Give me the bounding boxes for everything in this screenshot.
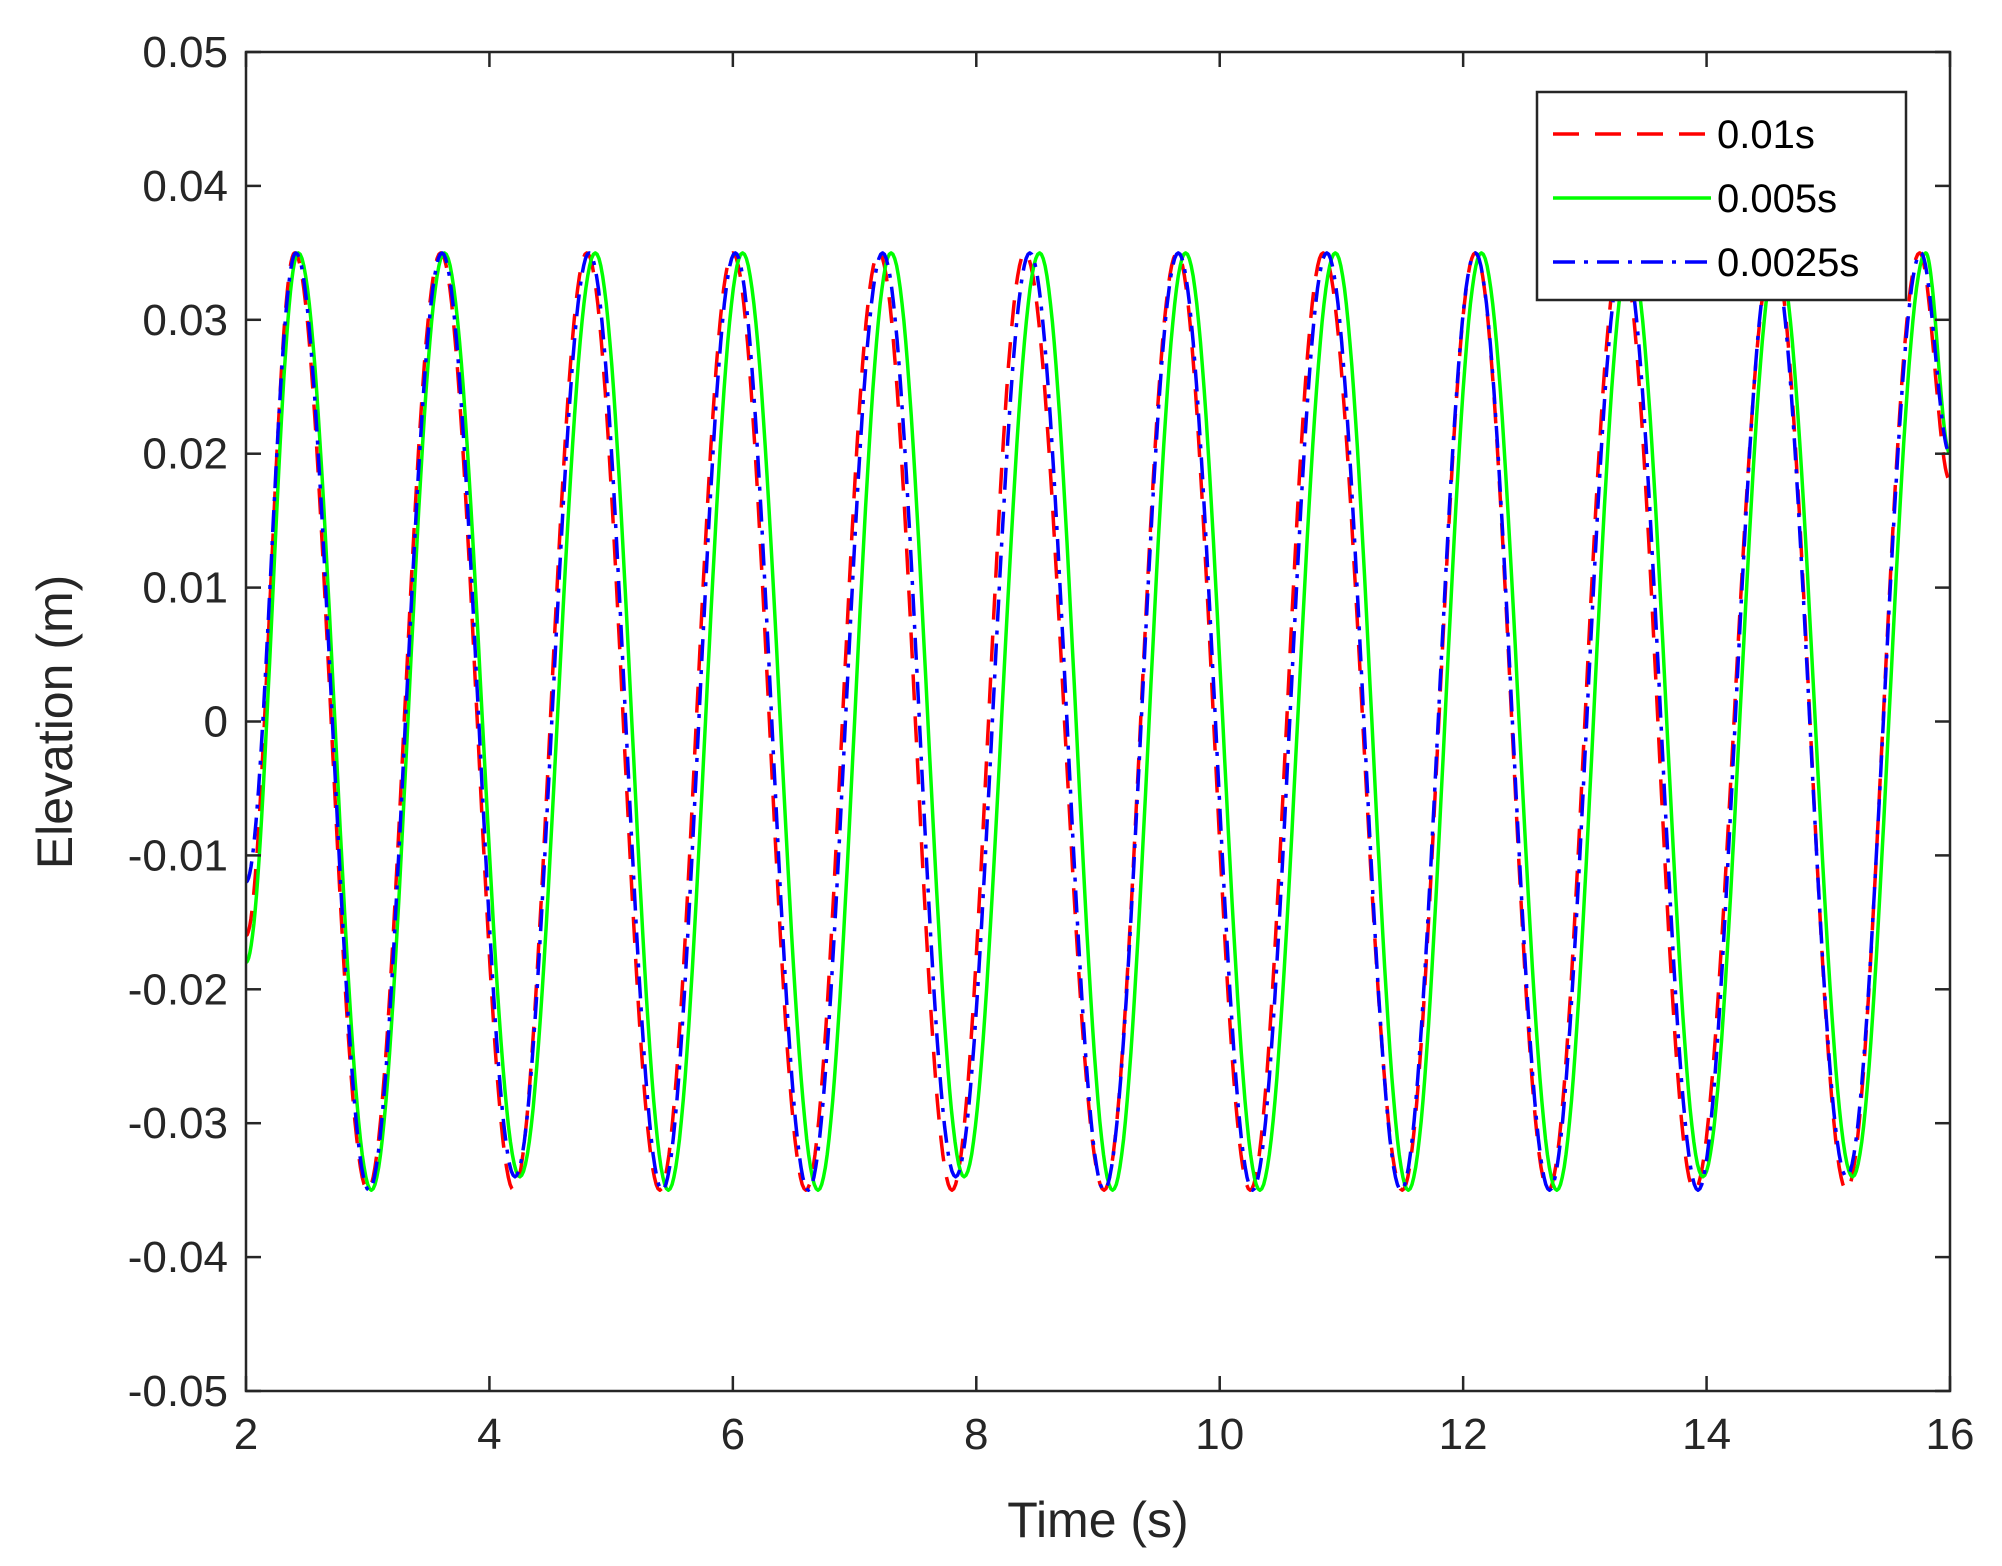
y-tick-label: -0.01 xyxy=(128,831,228,880)
x-tick-label: 4 xyxy=(477,1410,501,1459)
series-line-2 xyxy=(246,251,1950,1192)
x-tick-label: 6 xyxy=(721,1410,745,1459)
y-tick-label: -0.03 xyxy=(128,1099,228,1148)
y-tick-label: 0.02 xyxy=(142,430,228,479)
series-line-1 xyxy=(246,251,1950,1192)
x-tick-label: 10 xyxy=(1195,1410,1244,1459)
x-tick-label: 8 xyxy=(964,1410,988,1459)
y-tick-label: 0 xyxy=(204,698,228,747)
y-tick-label: -0.05 xyxy=(128,1367,228,1416)
y-tick-label: -0.02 xyxy=(128,965,228,1014)
y-tick-label: 0.03 xyxy=(142,296,228,345)
y-tick-label: -0.04 xyxy=(128,1233,228,1282)
legend-label-0: 0.01s xyxy=(1717,113,1815,157)
legend-label-2: 0.0025s xyxy=(1717,241,1859,285)
x-tick-label: 12 xyxy=(1439,1410,1488,1459)
legend: 0.01s 0.005s 0.0025s xyxy=(1535,90,1908,302)
y-axis-label: Elevation (m) xyxy=(27,575,83,870)
legend-label-1: 0.005s xyxy=(1717,177,1837,221)
axes-layer: 2 4 6 8 10 12 14 16 -0.05 -0.04 -0.03 -0.02 -0.01 0 0.… xyxy=(128,28,1975,1459)
series-layer xyxy=(246,251,1950,1192)
x-axis-label: Time (s) xyxy=(1007,1492,1188,1548)
x-tick-label: 14 xyxy=(1682,1410,1731,1459)
y-tick-label: 0.04 xyxy=(142,162,228,211)
y-tick-label: 0.05 xyxy=(142,28,228,77)
y-tick-label: 0.01 xyxy=(142,564,228,613)
x-tick-label: 16 xyxy=(1926,1410,1975,1459)
x-tick-label: 2 xyxy=(234,1410,258,1459)
series-line-0 xyxy=(246,251,1950,1192)
legend-box xyxy=(1535,90,1908,302)
